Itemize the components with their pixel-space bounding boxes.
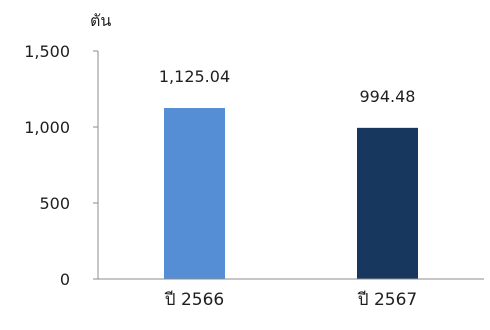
y-tick-label: 1,500 [24,42,70,61]
x-axis: ปี 2566 ปี 2567 [98,278,484,310]
x-tick-label: ปี 2566 [164,290,224,310]
y-axis-unit-label: ตัน [90,11,111,30]
y-axis: 0 500 1,000 1,500 [24,42,99,289]
bar-2 [357,127,418,279]
y-tick-label: 500 [39,194,70,213]
data-labels-group: 1,125.04 994.48 [159,67,416,106]
y-tick-label: 1,000 [24,118,70,137]
bar-1 [164,107,225,279]
x-tick-label: ปี 2567 [357,290,417,310]
data-label-2: 994.48 [360,87,416,106]
y-tick-label: 0 [60,270,70,289]
data-label-1: 1,125.04 [159,67,230,86]
bars-group [164,107,418,279]
